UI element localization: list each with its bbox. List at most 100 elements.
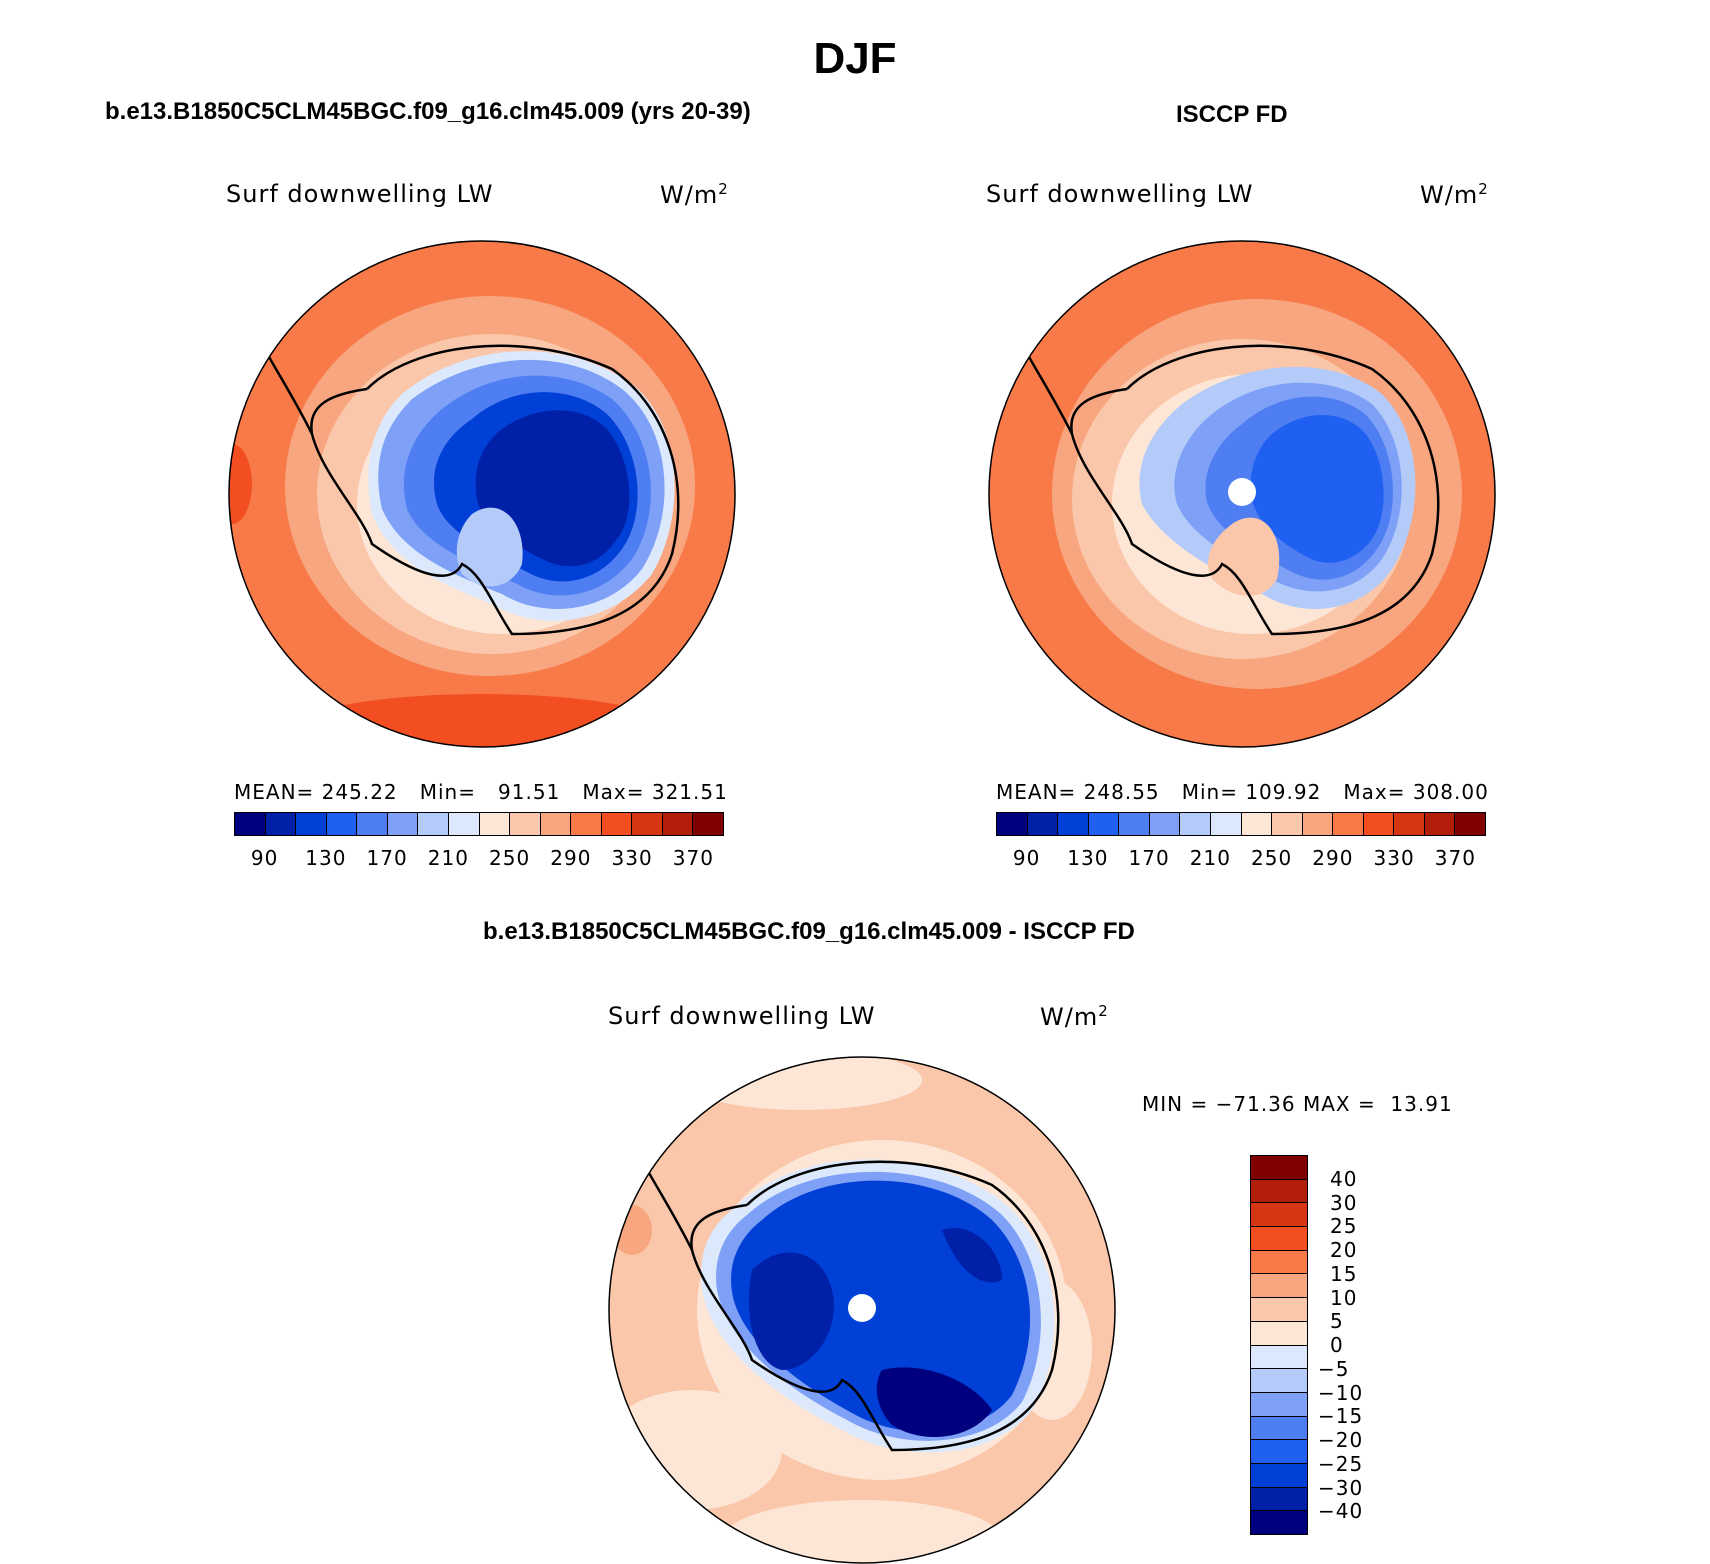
diff-colorbar-tick-label: 5 [1330,1309,1344,1334]
obs-colorbar-tick-label: 210 [1189,846,1231,870]
model-colorbar-swatch [235,813,266,835]
model-colorbar-swatch [418,813,449,835]
model-antarctica-coast [310,344,680,636]
model-warm-rim [282,694,682,747]
diff-colorbar-swatch [1251,1227,1307,1251]
obs-colorbar-tick-label: 290 [1312,846,1354,870]
obs-colorbar-tick-label: 170 [1128,846,1170,870]
obs-pole-gap [1228,478,1256,506]
diff-pole-gap [848,1294,876,1322]
diff-colorbar [1250,1155,1308,1535]
obs-colorbar-ticks: 90 130 170 210 250 290 330 370 [996,846,1486,870]
model-colorbar-swatch [571,813,602,835]
diff-band-neg35-west [748,1252,834,1370]
obs-colorbar-swatch [1424,813,1456,835]
diff-colorbar-tick-label: 30 [1330,1190,1358,1215]
model-colorbar-swatch [510,813,541,835]
model-colorbar-tick-label: 130 [305,846,347,870]
model-colorbar-tick-label: 170 [366,846,408,870]
obs-colorbar-swatch [1088,813,1120,835]
model-colorbar-swatch [357,813,388,835]
model-warm-rim-west [229,444,252,524]
obs-colorbar-swatch [1333,813,1364,835]
model-variable-label: Surf downwelling LW [226,180,494,208]
diff-colorbar-tick-label: −25 [1318,1451,1364,1476]
obs-panel-title: ISCCP FD [1176,101,1288,128]
obs-colorbar-tick-label: 130 [1067,846,1109,870]
obs-colorbar [996,812,1486,836]
diff-colorbar-tick-label: −10 [1318,1380,1364,1405]
obs-variable-label: Surf downwelling LW [986,180,1254,208]
obs-colorbar-swatch [1119,813,1150,835]
obs-band-150 [1250,414,1384,563]
model-colorbar-swatch [540,813,572,835]
obs-ross-shelf [1208,517,1280,596]
model-colorbar-tick-label: 330 [611,846,653,870]
model-colorbar-swatch [601,813,633,835]
model-colorbar-swatch [387,813,419,835]
diff-band-neg35-ne [942,1228,1002,1283]
obs-colorbar-swatch [1210,813,1242,835]
diff-colorbar-swatch [1251,1511,1307,1534]
obs-colorbar-tick-label: 90 [1012,846,1041,870]
obs-colorbar-swatch [1241,813,1273,835]
diff-colorbar-tick-label: 15 [1330,1261,1358,1286]
diff-colorbar-ticks: 40 30 25 20 15 10 5 0 −5 −10 −15 −20 −25 −30 −40 [1318,1155,1388,1535]
model-colorbar-swatch [479,813,511,835]
diff-colorbar-swatch [1251,1440,1307,1464]
model-map-border [228,240,736,748]
model-stats: MEAN= 245.22 Min= 91.51 Max= 321.51 [234,780,728,804]
model-colorbar-swatch [296,813,327,835]
obs-colorbar-tick-label: 330 [1373,846,1415,870]
diff-colorbar-swatch [1251,1487,1307,1512]
model-colorbar-swatch [693,813,723,835]
diff-colorbar-tick-label: −5 [1318,1356,1350,1381]
diff-colorbar-tick-label: −20 [1318,1428,1364,1452]
model-colorbar-swatch [662,813,694,835]
diff-band-neg40-east [876,1367,992,1437]
diff-panel-title: b.e13.B1850C5CLM45BGC.f09_g16.clm45.009 … [483,918,1135,945]
model-colorbar-swatch [632,813,663,835]
diff-colorbar-swatch [1251,1463,1307,1488]
diff-colorbar-tick-label: 0 [1330,1333,1344,1357]
diff-colorbar-swatch [1251,1369,1307,1393]
model-colorbar-ticks: 90 130 170 210 250 290 330 370 [234,846,724,870]
model-colorbar-tick-label: 370 [672,846,714,870]
diff-polar-map [608,1056,1116,1564]
model-units-label: W/m2 [660,180,729,209]
model-colorbar-swatch [326,813,358,835]
model-colorbar-tick-label: 210 [427,846,469,870]
model-ross-shelf [456,507,523,587]
diff-colorbar-swatch [1251,1416,1307,1441]
diff-colorbar-swatch [1251,1298,1307,1322]
obs-map-border [988,240,1496,748]
obs-colorbar-swatch [1394,813,1425,835]
obs-colorbar-swatch [1302,813,1334,835]
diff-colorbar-tick-label: 20 [1330,1238,1358,1262]
diff-antarctica-coast [690,1160,1060,1452]
diff-variable-label: Surf downwelling LW [608,1002,876,1030]
obs-colorbar-swatch [1180,813,1211,835]
diff-colorbar-swatch [1251,1392,1307,1417]
model-colorbar-tick-label: 90 [250,846,279,870]
obs-colorbar-swatch [1455,813,1485,835]
diff-colorbar-swatch [1251,1250,1307,1275]
obs-units-label: W/m2 [1420,180,1489,209]
model-colorbar-tick-label: 250 [489,846,531,870]
diff-units-label: W/m2 [1040,1002,1109,1031]
diff-colorbar-tick-label: −30 [1318,1475,1364,1500]
diff-patch-n [682,1057,922,1110]
obs-colorbar-swatch [1149,813,1181,835]
obs-colorbar-swatch [1027,813,1059,835]
model-colorbar-tick-label: 290 [550,846,592,870]
diff-colorbar-tick-label: −40 [1318,1499,1364,1524]
obs-colorbar-swatch [1272,813,1303,835]
obs-antarctica-coast [1070,344,1440,636]
diff-colorbar-tick-label: 10 [1330,1285,1358,1310]
diff-colorbar-tick-label: 25 [1330,1214,1358,1239]
diff-colorbar-swatch [1251,1321,1307,1346]
diff-colorbar-tick-label: 40 [1330,1166,1358,1191]
model-panel-title: b.e13.B1850C5CLM45BGC.f09_g16.clm45.009 … [105,98,751,125]
obs-colorbar-swatch [1363,813,1395,835]
model-colorbar-swatch [265,813,297,835]
